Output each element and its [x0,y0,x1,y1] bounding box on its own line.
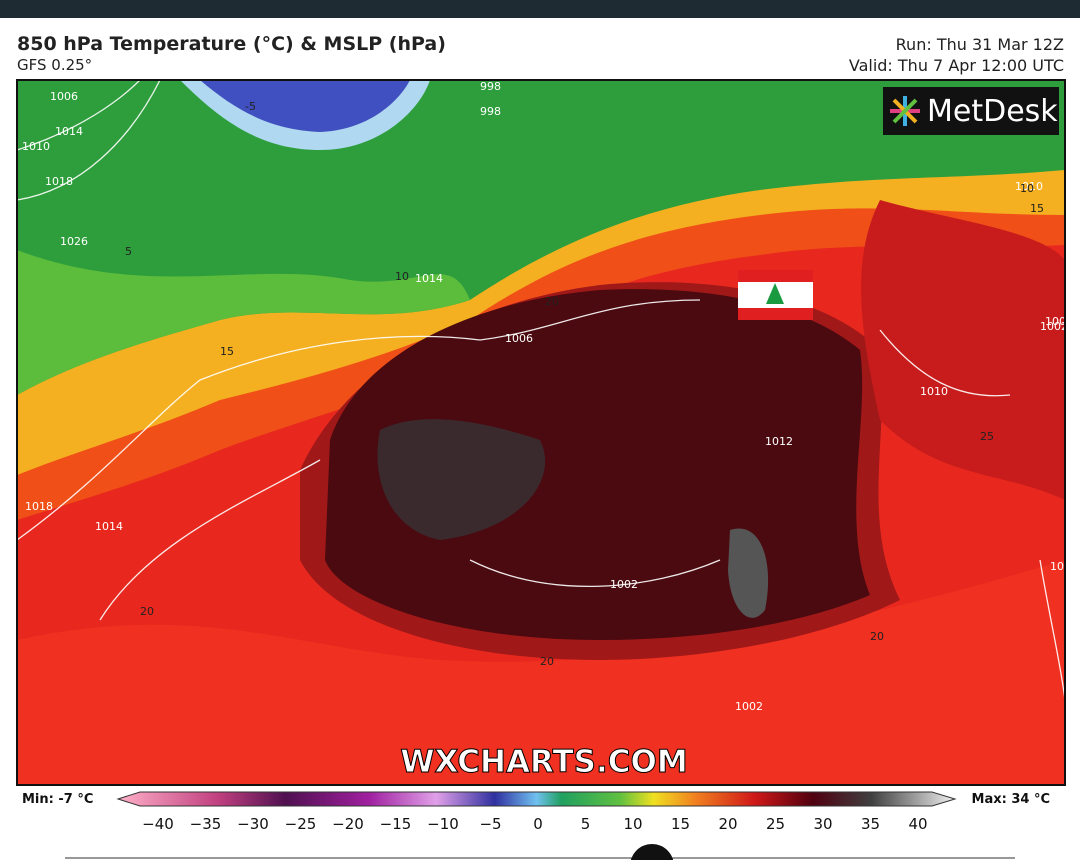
logo: MetDesk [927,94,1058,129]
legend-tick-label: −10 [427,815,459,833]
legend-tick-label: 20 [718,815,737,833]
legend-tick-label: −35 [190,815,222,833]
isobar-label: 1014 [95,520,123,533]
legend-tick-label: −5 [479,815,501,833]
legend-tick-label: 15 [671,815,690,833]
flag-stripe [738,270,813,282]
legend-tick-label: −20 [332,815,364,833]
model-label: GFS 0.25° [17,56,93,74]
isobar-label: 1010 [22,140,50,153]
temperature-label: -5 [245,100,256,113]
flag-stripe [738,308,813,320]
isobar-label: 1026 [60,235,88,248]
isobar-label: 1010 [1015,180,1043,193]
isobar-label: 998 [480,80,501,93]
flag-cedar [766,283,784,304]
logo-icon [890,96,920,126]
legend-tick-label: −40 [142,815,174,833]
isobar-label: 1018 [25,500,53,513]
temperature-label: 25 [980,430,994,443]
isobar-label: 998 [480,105,501,118]
isobar-label: 1010 [920,385,948,398]
legend-tick-label: 10 [623,815,642,833]
temperature-label: 20 [540,655,554,668]
temperature-label: 10 [395,270,409,283]
temperature-label: 5 [125,245,132,258]
map-frame [16,79,1066,786]
temperature-label: 15 [220,345,234,358]
isobar-label: 1014 [55,125,83,138]
legend-tick-label: 25 [766,815,785,833]
chart-title: 850 hPa Temperature (°C) & MSLP (hPa) [17,33,446,55]
isobar-label: 1006 [50,90,78,103]
legend-tick-label: 40 [908,815,927,833]
valid-label: Valid: Thu 7 Apr 12:00 UTC [848,56,1064,75]
temperature-label: 15 [1030,202,1044,215]
legend-max: Max: 34 °C [972,792,1050,807]
temperature-label: 20 [870,630,884,643]
isobar-label: 1010 [1050,560,1078,573]
color-bar [116,791,957,807]
watermark: WXCHARTS.COM [400,744,687,780]
temperature-label: 10 [1020,182,1034,195]
legend-tick-label: −30 [237,815,269,833]
isobar-label: 1014 [415,272,443,285]
temperature-label: 20 [545,295,559,308]
legend-tick-label: −25 [285,815,317,833]
isobar-label: 1006 [505,332,533,345]
top-bar [0,0,1080,18]
temperature-label: 20 [140,605,154,618]
legend-tick-label: −15 [380,815,412,833]
isobars [17,80,1065,701]
isobar-label: 1002 [610,578,638,591]
legend-min: Min: -7 °C [22,792,93,807]
legend-tick-label: 30 [813,815,832,833]
isobar-label: 1012 [765,435,793,448]
legend-tick-label: 0 [533,815,543,833]
isobar-label: 1002 [1040,320,1068,333]
legend-tick-label: 35 [861,815,880,833]
legend-tick-label: 5 [581,815,591,833]
isobar-label: 1002 [735,700,763,713]
map-field [17,80,1065,785]
isobar-label: 1002 [1045,315,1073,328]
home-button[interactable] [630,844,674,860]
run-label: Run: Thu 31 Mar 12Z [895,35,1064,54]
isobar-label: 1018 [45,175,73,188]
